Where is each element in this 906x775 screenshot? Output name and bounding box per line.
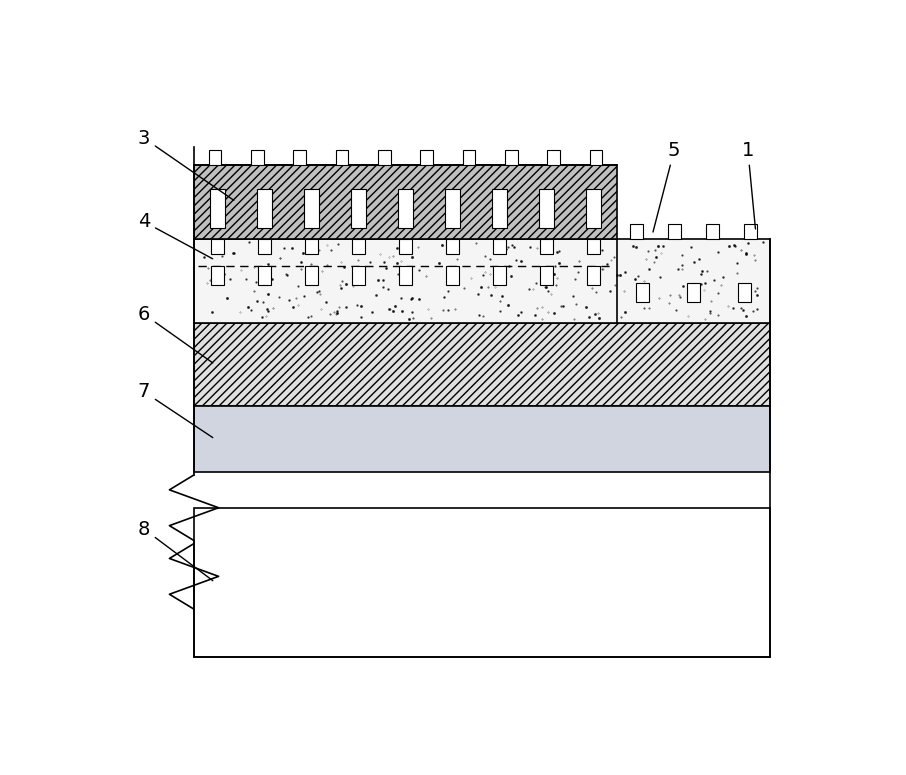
- Bar: [463, 150, 476, 164]
- Bar: [352, 266, 365, 285]
- Bar: [590, 150, 602, 164]
- Bar: [294, 150, 306, 164]
- Bar: [547, 150, 560, 164]
- Bar: [351, 189, 366, 228]
- Bar: [251, 150, 264, 164]
- Bar: [447, 266, 459, 285]
- Bar: [194, 164, 617, 239]
- Bar: [305, 266, 318, 285]
- Bar: [211, 239, 224, 254]
- Bar: [352, 239, 365, 254]
- Bar: [587, 239, 600, 254]
- Bar: [540, 266, 553, 285]
- Bar: [505, 150, 517, 164]
- Bar: [194, 322, 770, 406]
- Bar: [687, 283, 699, 302]
- Bar: [668, 224, 680, 239]
- Bar: [445, 189, 460, 228]
- Bar: [493, 266, 506, 285]
- Bar: [540, 239, 553, 254]
- Bar: [211, 266, 224, 285]
- Text: 5: 5: [653, 140, 680, 232]
- Bar: [420, 150, 433, 164]
- Text: 1: 1: [742, 140, 756, 229]
- Text: 8: 8: [138, 519, 213, 580]
- Text: 7: 7: [138, 382, 213, 438]
- Bar: [539, 189, 554, 228]
- Bar: [493, 239, 506, 254]
- Bar: [400, 266, 412, 285]
- Text: 3: 3: [138, 129, 234, 200]
- Bar: [304, 189, 319, 228]
- Bar: [492, 189, 507, 228]
- Bar: [400, 239, 412, 254]
- Bar: [398, 189, 413, 228]
- Bar: [194, 406, 770, 472]
- Bar: [209, 150, 221, 164]
- Bar: [745, 224, 757, 239]
- Bar: [630, 224, 642, 239]
- Bar: [258, 266, 271, 285]
- Bar: [706, 224, 718, 239]
- Text: 4: 4: [138, 212, 213, 259]
- Bar: [636, 283, 649, 302]
- Bar: [194, 239, 770, 322]
- Bar: [738, 283, 751, 302]
- Bar: [378, 150, 390, 164]
- Bar: [447, 239, 459, 254]
- Bar: [336, 150, 349, 164]
- Text: 6: 6: [138, 305, 213, 363]
- Bar: [194, 508, 770, 657]
- Bar: [258, 239, 271, 254]
- Bar: [305, 239, 318, 254]
- Bar: [210, 189, 226, 228]
- Bar: [587, 266, 600, 285]
- Bar: [256, 189, 272, 228]
- Bar: [586, 189, 602, 228]
